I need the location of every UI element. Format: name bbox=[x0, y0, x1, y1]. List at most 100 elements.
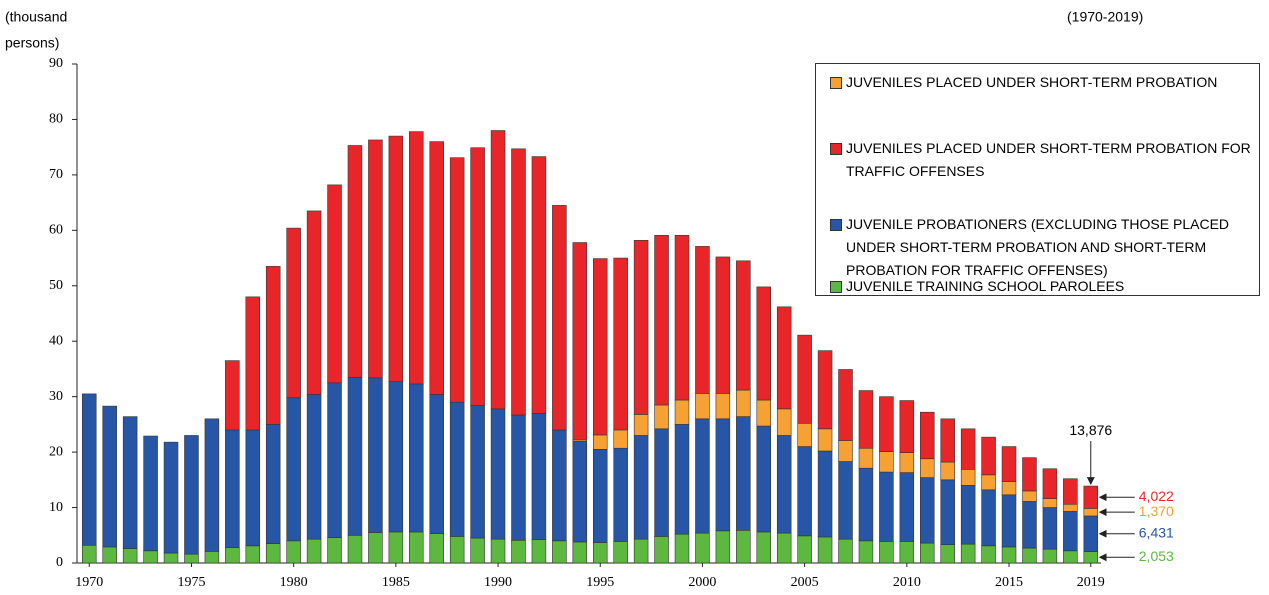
y-tick-label: 50 bbox=[49, 278, 63, 293]
bar-segment bbox=[879, 396, 894, 452]
value-label: 6,431 bbox=[1139, 524, 1174, 540]
value-label: 4,022 bbox=[1139, 488, 1174, 504]
bar-segment bbox=[1022, 501, 1037, 549]
bar-segment bbox=[920, 458, 935, 478]
bar-segment bbox=[613, 429, 628, 449]
x-tick-label: 1980 bbox=[280, 575, 308, 590]
bar-segment bbox=[286, 540, 301, 564]
bar-segment bbox=[245, 296, 261, 431]
x-tick-label: 1970 bbox=[75, 575, 103, 590]
bar-segment bbox=[388, 531, 404, 564]
bar-segment bbox=[838, 440, 853, 462]
bar-segment bbox=[981, 489, 996, 547]
bar-segment bbox=[245, 429, 261, 547]
bar-segment bbox=[1083, 551, 1099, 564]
bar-segment bbox=[776, 532, 792, 564]
bar-segment bbox=[368, 532, 383, 564]
bar-segment bbox=[592, 542, 608, 564]
bar-segment bbox=[1042, 468, 1058, 499]
bar-segment bbox=[1083, 508, 1099, 517]
bar-segment bbox=[1063, 503, 1078, 512]
legend-label: JUVENILE PROBATIONERS (EXCLUDING THOSE P… bbox=[846, 216, 1230, 278]
bar-segment bbox=[204, 418, 220, 552]
bar-segment bbox=[1001, 494, 1017, 548]
bar-segment bbox=[1063, 478, 1078, 505]
bar-segment bbox=[265, 543, 281, 564]
bar-segment bbox=[715, 256, 731, 394]
bar-segment bbox=[265, 424, 281, 544]
bar-segment bbox=[797, 446, 812, 537]
bar-segment bbox=[184, 435, 199, 555]
bar-segment bbox=[674, 424, 690, 535]
bar-segment bbox=[797, 334, 812, 424]
bar-segment bbox=[940, 418, 955, 463]
bar-segment bbox=[572, 440, 588, 543]
bar-segment bbox=[736, 260, 751, 391]
bar-segment bbox=[899, 452, 915, 473]
bar-segment bbox=[940, 461, 955, 481]
bar-segment bbox=[920, 477, 935, 544]
x-tick-label: 1975 bbox=[177, 575, 205, 590]
bar-segment bbox=[429, 394, 444, 534]
bar-segment bbox=[879, 541, 894, 564]
bar-segment bbox=[1042, 498, 1058, 508]
bar-segment bbox=[940, 479, 955, 546]
bar-segment bbox=[286, 227, 301, 399]
total-label: 13,876 bbox=[1069, 422, 1112, 438]
bar-segment bbox=[163, 441, 179, 554]
bar-segment bbox=[1001, 481, 1017, 496]
bar-segment bbox=[225, 360, 240, 431]
bar-segment bbox=[449, 536, 465, 564]
x-tick-label: 2000 bbox=[688, 575, 716, 590]
subtitle: (1970-2019) bbox=[1067, 9, 1143, 25]
bar-segment bbox=[347, 534, 363, 564]
bar-segment bbox=[552, 540, 567, 564]
bar-segment bbox=[143, 435, 158, 552]
bar-segment bbox=[1063, 511, 1078, 552]
bar-segment bbox=[654, 536, 669, 564]
bar-segment bbox=[858, 467, 874, 542]
bar-segment bbox=[756, 425, 772, 533]
legend: JUVENILES PLACED UNDER SHORT-TERM PROBAT… bbox=[815, 63, 1260, 296]
bar-segment bbox=[776, 306, 792, 410]
y-axis-label: (thousand bbox=[5, 9, 67, 25]
x-tick-label: 1985 bbox=[382, 575, 410, 590]
bar-segment bbox=[102, 546, 117, 564]
bar-segment bbox=[592, 434, 608, 450]
y-tick-label: 20 bbox=[49, 444, 63, 459]
bar-segment bbox=[776, 408, 792, 436]
bar-segment bbox=[470, 147, 485, 406]
bar-segment bbox=[920, 411, 935, 460]
bar-segment bbox=[347, 145, 363, 378]
legend-label: JUVENILE TRAINING SCHOOL PAROLEES bbox=[846, 278, 1125, 294]
legend-swatch bbox=[830, 143, 842, 155]
legend-entry: JUVENILES PLACED UNDER SHORT-TERM PROBAT… bbox=[830, 137, 1255, 183]
value-label: 2,053 bbox=[1139, 548, 1174, 564]
bar-segment bbox=[225, 429, 240, 548]
bar-segment bbox=[531, 539, 547, 564]
y-tick-label: 0 bbox=[56, 555, 63, 570]
x-tick-label: 2005 bbox=[791, 575, 819, 590]
bar-segment bbox=[490, 130, 506, 410]
bar-segment bbox=[695, 418, 710, 534]
x-tick-label: 2015 bbox=[995, 575, 1023, 590]
bar-segment bbox=[1001, 446, 1017, 482]
legend-label: JUVENILES PLACED UNDER SHORT-TERM PROBAT… bbox=[846, 74, 1218, 90]
bar-segment bbox=[306, 210, 322, 395]
bar-segment bbox=[388, 135, 404, 382]
bar-segment bbox=[449, 401, 465, 537]
bar-segment bbox=[613, 541, 628, 564]
bar-segment bbox=[306, 538, 322, 564]
y-axis-label: persons) bbox=[5, 35, 59, 51]
bar-segment bbox=[327, 537, 342, 564]
bar-segment bbox=[409, 383, 424, 533]
bar-segment bbox=[981, 474, 996, 491]
bar-segment bbox=[674, 533, 690, 564]
bar-segment bbox=[511, 148, 526, 416]
bar-segment bbox=[715, 418, 731, 532]
x-tick-label: 2019 bbox=[1077, 575, 1105, 590]
y-tick-label: 60 bbox=[49, 223, 63, 238]
bar-segment bbox=[715, 530, 731, 564]
bar-segment bbox=[756, 286, 772, 401]
bar-segment bbox=[654, 404, 669, 430]
